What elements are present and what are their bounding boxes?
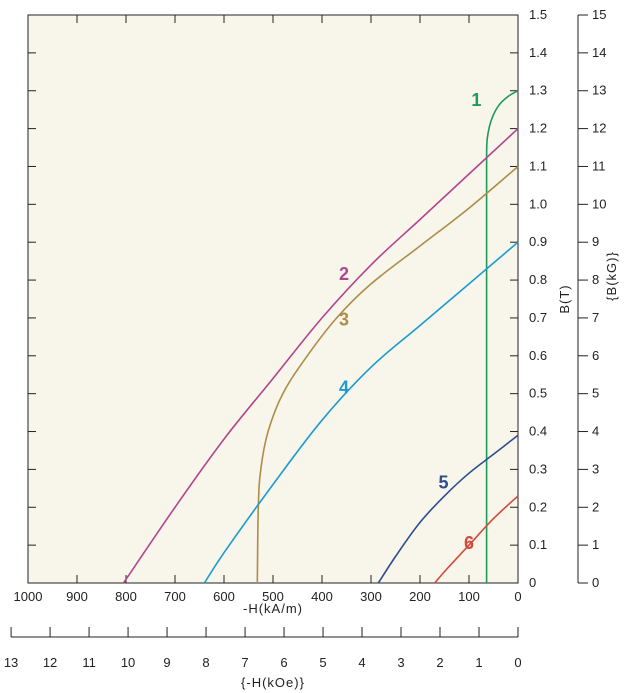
x2-tick-label: 1 xyxy=(475,655,482,670)
plot-area xyxy=(28,15,518,583)
x-tick-label: 800 xyxy=(115,589,137,604)
y-tick-label: 0.3 xyxy=(529,461,547,476)
y2-tick-label: 11 xyxy=(592,158,606,173)
curve-6 xyxy=(434,495,519,584)
curve-label-6: 6 xyxy=(464,533,474,553)
curve-label-4: 4 xyxy=(339,378,349,398)
x-tick-label: 0 xyxy=(514,589,521,604)
y2-tick-label: 0 xyxy=(592,575,599,590)
y-tick-label: 0.1 xyxy=(529,537,547,552)
curve-labels: 1 2 3 4 5 6 xyxy=(339,90,481,553)
y-tick-label: 0.2 xyxy=(529,499,547,514)
curve-label-5: 5 xyxy=(439,472,449,492)
y-axis-title: B(T) xyxy=(557,284,572,313)
x2-tick-label: 10 xyxy=(121,655,135,670)
curve-2 xyxy=(122,128,519,584)
x-tick-label: 600 xyxy=(213,589,235,604)
x-tick-label: 300 xyxy=(360,589,382,604)
y2-tick-label: 13 xyxy=(592,83,606,98)
curve-1 xyxy=(485,90,519,584)
x-tick-label: 100 xyxy=(458,589,480,604)
y-tick-label: 0.5 xyxy=(529,386,547,401)
curve-3 xyxy=(256,165,519,584)
y2-tick-label: 7 xyxy=(592,310,599,325)
y-tick-label: 1.3 xyxy=(529,83,547,98)
x-tick-label: 900 xyxy=(66,589,88,604)
x2-tick-label: 0 xyxy=(514,655,521,670)
y2-tick-label: 6 xyxy=(592,348,599,363)
x2-tick-label: 12 xyxy=(43,655,57,670)
x2-tick-label: 9 xyxy=(163,655,170,670)
y2-tick-label: 14 xyxy=(592,45,606,60)
axes: 0 0.1 0.2 0.3 0.4 0.5 0.6 0.7 0.8 0.9 1.0 1.1 1.2 1.3… xyxy=(4,7,607,670)
x2-tick-label: 11 xyxy=(82,655,96,670)
y-tick-label: 0.4 xyxy=(529,424,547,439)
y2-tick-label: 5 xyxy=(592,386,599,401)
y2-tick-label: 1 xyxy=(592,537,599,552)
y-tick-label: 0.8 xyxy=(529,272,547,287)
x2-tick-label: 5 xyxy=(319,655,326,670)
y-tick-label: 0.7 xyxy=(529,310,547,325)
y-tick-label: 1.5 xyxy=(529,7,547,22)
curve-4 xyxy=(203,241,519,584)
y2-tick-label: 9 xyxy=(592,234,599,249)
x2-tick-label: 7 xyxy=(241,655,248,670)
y-tick-label: 1.2 xyxy=(529,121,547,136)
y2-tick-label: 8 xyxy=(592,272,599,287)
curve-label-3: 3 xyxy=(339,310,349,330)
x-tick-label: 1000 xyxy=(14,589,43,604)
x-tick-label: 200 xyxy=(409,589,431,604)
y-tick-label: 1.1 xyxy=(529,158,547,173)
x2-tick-label: 13 xyxy=(4,655,18,670)
x2-tick-label: 2 xyxy=(436,655,443,670)
x2-axis-title: {-H(kOe)} xyxy=(241,675,305,690)
y-tick-label: 0.9 xyxy=(529,234,547,249)
y2-axis-title: {B(kG)} xyxy=(604,251,619,301)
y-tick-label: 1.0 xyxy=(529,196,547,211)
y2-tick-label: 12 xyxy=(592,121,606,136)
curve-label-1: 1 xyxy=(471,90,481,110)
y-tick-label: 1.4 xyxy=(529,45,547,60)
y2-tick-label: 4 xyxy=(592,424,599,439)
curves xyxy=(122,90,519,584)
y2-tick-label: 3 xyxy=(592,461,599,476)
x2-tick-label: 6 xyxy=(280,655,287,670)
curve-label-2: 2 xyxy=(339,264,349,284)
x-tick-label: 700 xyxy=(164,589,186,604)
curve-5 xyxy=(377,434,519,584)
x-axis-title: -H(kA/m) xyxy=(243,601,303,616)
x-tick-label: 400 xyxy=(311,589,333,604)
x-tick-label: 500 xyxy=(262,589,284,604)
x2-tick-label: 3 xyxy=(397,655,404,670)
y2-tick-label: 15 xyxy=(592,7,606,22)
x2-tick-label: 4 xyxy=(358,655,365,670)
y2-tick-label: 10 xyxy=(592,196,606,211)
x2-tick-label: 8 xyxy=(202,655,209,670)
y-tick-label: 0 xyxy=(529,575,536,590)
y2-tick-label: 2 xyxy=(592,499,599,514)
y-tick-label: 0.6 xyxy=(529,348,547,363)
